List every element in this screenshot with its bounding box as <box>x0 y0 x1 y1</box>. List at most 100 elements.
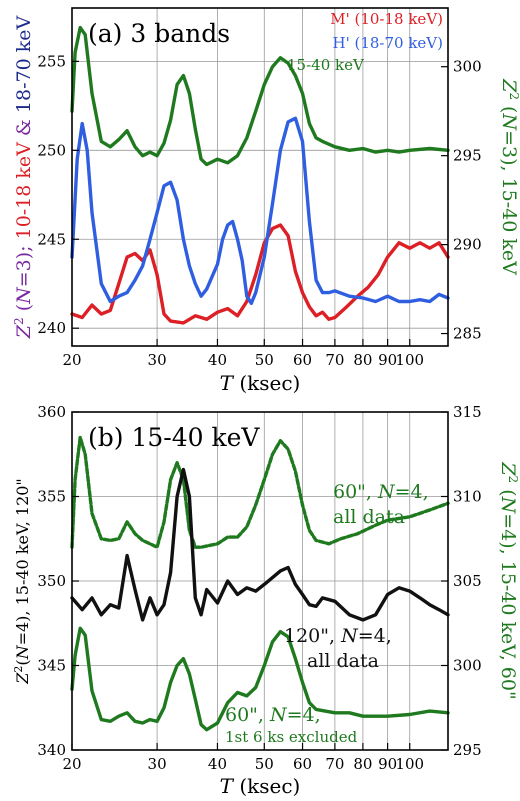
panel-a-ylabel-right-n: N <box>498 112 520 131</box>
legend-entry-15-40kev: 15-40 keV <box>287 56 365 74</box>
panel-b-title: (b) 15-40 keV <box>88 423 260 452</box>
panel-a-grid <box>71 8 448 346</box>
panel-b-xtick-label-90: 90 <box>378 755 397 773</box>
panel-a-series <box>70 25 450 325</box>
panel-a-xtick-label-70: 70 <box>325 351 344 369</box>
panel-b-ytick-right-label-310: 310 <box>453 488 482 506</box>
panel-b-ytick-left-label-350: 350 <box>37 572 66 590</box>
panel-a-xtick-label-50: 50 <box>255 351 274 369</box>
annotation-black-line1: 120", N=4, <box>284 625 392 647</box>
annotation-dotted-l1b: =4, <box>395 481 429 503</box>
annotation-dotted-l1n: N <box>377 481 396 503</box>
panel-a-ylabel-right-z: Z <box>498 78 520 93</box>
panel-b-grid <box>71 411 448 751</box>
panel-a-frame <box>71 7 449 347</box>
panel-b-xtick-label-50: 50 <box>255 755 274 773</box>
annotation-dotted-l2: all data <box>333 506 405 528</box>
annotation-green-line1: 60", N=4, <box>225 704 321 726</box>
panel-b-ylabel-right-p1: ( <box>497 483 519 496</box>
panel-b-xtick-label-100: 100 <box>395 755 424 773</box>
panel-a-xtick-label-90: 90 <box>378 351 397 369</box>
panel-b-ylabel-right: Z2 (N=4), 15-40 keV, 60" <box>497 461 520 699</box>
panel-b-annotations: 60", N=4, all data 120", N=4, all data 6… <box>225 481 429 746</box>
annotation-black-l1b: =4, <box>358 625 392 647</box>
panel-b-series-2-60-n-4-1st-6-ks-excluded <box>70 626 450 732</box>
panel-a-title: (a) 3 bands <box>88 19 230 48</box>
panel-a-xlabel-unit: (ksec) <box>233 371 300 395</box>
panel-b-series-1-120-n-4-all-data <box>70 467 450 622</box>
panel-a-xtick-label-60: 60 <box>293 351 312 369</box>
annotation-dotted-line2: all data <box>333 506 405 528</box>
panel-a-ylabel-left: Z2 (N=3); 10-18 keV & 18-70 keV <box>12 16 35 340</box>
panel-b-ytick-right-label-295: 295 <box>453 741 482 759</box>
panel-b-xtick-label-60: 60 <box>293 755 312 773</box>
panel-a-ytick-left-label-245: 245 <box>37 230 66 248</box>
panel-a-xlabel: T (ksec) <box>220 371 301 395</box>
panel-a-xlabel-var: T <box>220 371 235 395</box>
panel-a-ylabel-left-red: 10-18 keV <box>13 142 35 240</box>
panel-b-ylabel-left-p1: ( <box>13 659 32 665</box>
panel-b-ylabel-left-z: Z <box>13 672 32 685</box>
annotation-green-l1a: 60", <box>225 704 270 726</box>
panel-b-ylabel-right-sup: 2 <box>506 476 520 484</box>
panel-b-ylabel-left-n: N <box>13 644 32 660</box>
panel-a-ytick-right-label-285: 285 <box>453 325 482 343</box>
panel-a-legend: M' (10-18 keV) H' (18-70 keV) 15-40 keV <box>287 10 443 74</box>
panel-b-ytick-left-label-345: 345 <box>37 657 66 675</box>
panel-b-series <box>70 435 450 732</box>
panel-b-ylabel-left-sup: 2 <box>12 666 25 673</box>
panel-a-ylabel-right-p2: =3), 15-40 keV <box>498 130 520 275</box>
annotation-dotted-line1: 60", N=4, <box>333 481 429 503</box>
panel-b-ytick-left-label-340: 340 <box>37 741 66 759</box>
annotation-green-l1b: =4, <box>287 704 321 726</box>
panel-a-xtick-label-100: 100 <box>395 351 424 369</box>
panel-a-ylabel-left-sup: 2 <box>12 317 26 325</box>
panel-a-ylabel-right: Z2 (N=3), 15-40 keV <box>498 78 520 275</box>
panel-b-xtick-label-40: 40 <box>208 755 227 773</box>
panel-b-xlabel-unit: (ksec) <box>233 774 300 798</box>
panel-b-ytick-left-label-360: 360 <box>37 403 66 421</box>
panel-b-ytick-right-label-315: 315 <box>453 403 482 421</box>
panel-a-series-0-m-10-18-kev <box>70 223 450 325</box>
panel-a-ylabel-left-n: N <box>13 286 35 305</box>
panel-a-ylabel-left-p1: ( <box>13 304 35 317</box>
panel-a-ytick-left-label-255: 255 <box>37 52 66 70</box>
panel-b-ylabel-right-n: N <box>497 496 519 515</box>
panel-a-ylabel-left-p2: =3); <box>13 239 35 287</box>
panel-b-ytick-left-label-355: 355 <box>37 488 66 506</box>
annotation-black-l2: all data <box>307 650 379 672</box>
annotation-green-l1n: N <box>269 704 288 726</box>
panel-b-xtick-label-80: 80 <box>353 755 372 773</box>
panel-a-ylabel-left-blue: 18-70 keV <box>13 16 35 114</box>
panel-b-ylabel-left-p2: =4), 15-40 keV, 120" <box>13 478 32 645</box>
panel-a-xtick-label-80: 80 <box>353 351 372 369</box>
panel-a-ytick-right-label-300: 300 <box>453 58 482 76</box>
panel-b-xlabel: T (ksec) <box>220 774 301 798</box>
panel-a-series-2-15-40-kev <box>70 25 450 167</box>
panel-b-xtick-label-70: 70 <box>325 755 344 773</box>
panel-a-ytick-left-label-250: 250 <box>37 141 66 159</box>
panel-b-xtick-label-20: 20 <box>62 755 81 773</box>
panel-a-ytick-right-label-290: 290 <box>453 236 482 254</box>
panel-a-series-1-h-18-70-kev <box>70 116 450 305</box>
panel-a-ytick-left-label-240: 240 <box>37 319 66 337</box>
panel-b-ytick-right-label-300: 300 <box>453 657 482 675</box>
panel-b-xlabel-var: T <box>220 774 235 798</box>
legend-entry-m-prime: M' (10-18 keV) <box>330 10 443 28</box>
annotation-dotted-l1a: 60", <box>333 481 378 503</box>
annotation-black-l1a: 120", <box>284 625 341 647</box>
panel-a-ylabel-left-z: Z <box>13 324 35 339</box>
panel-a-ylabel-right-sup: 2 <box>507 92 520 100</box>
panel-b-series-0-60-n-4-all-data <box>70 435 450 549</box>
panel-b-ylabel-right-z: Z <box>497 461 519 476</box>
panel-a-xtick-label-30: 30 <box>148 351 167 369</box>
panel-b-xtick-label-30: 30 <box>148 755 167 773</box>
panel-a-ylabel-left-amp: & <box>13 113 35 142</box>
annotation-black-line2: all data <box>307 650 379 672</box>
legend-entry-h-prime: H' (18-70 keV) <box>333 34 444 52</box>
panel-a-xtick-label-40: 40 <box>208 351 227 369</box>
